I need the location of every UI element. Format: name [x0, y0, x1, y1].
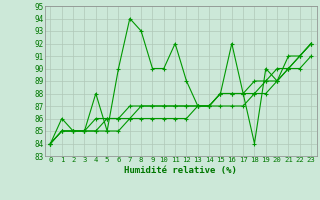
X-axis label: Humidité relative (%): Humidité relative (%)	[124, 166, 237, 175]
